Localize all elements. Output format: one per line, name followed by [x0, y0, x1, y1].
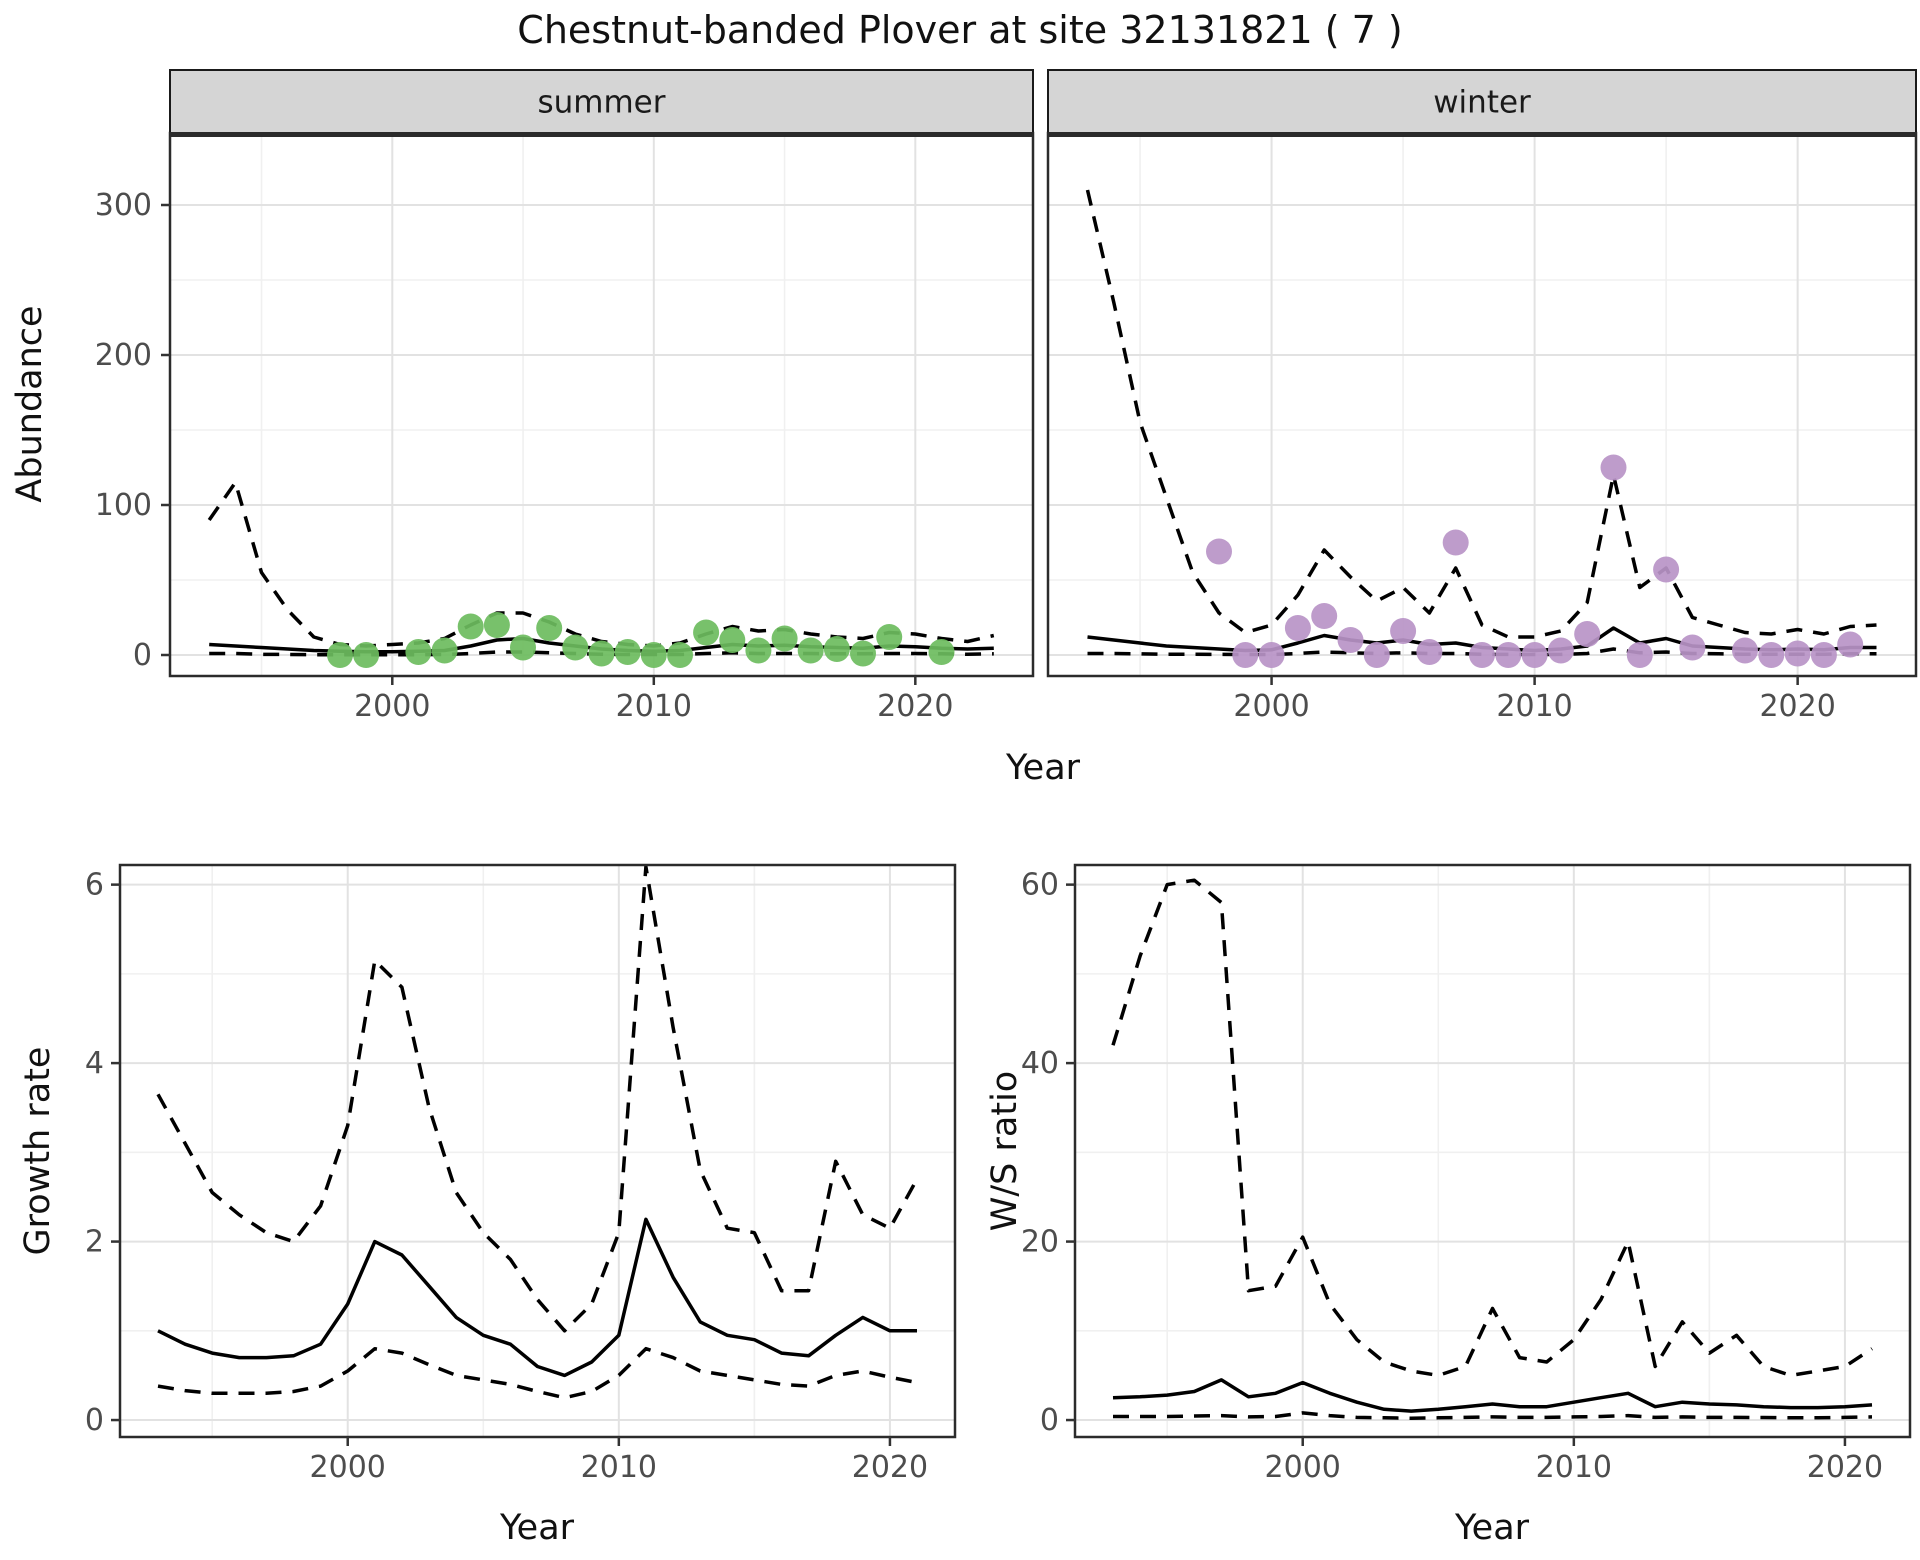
panel-background — [170, 133, 1033, 676]
observed-point — [562, 634, 589, 661]
observed-point — [1810, 642, 1837, 668]
facet-label-winter: winter — [1433, 85, 1531, 121]
observed-point — [1600, 454, 1627, 481]
x-tick-label: 2010 — [1496, 689, 1572, 724]
observed-point — [1626, 642, 1653, 668]
facet-label-summer: summer — [537, 85, 665, 121]
observed-point — [1363, 642, 1390, 668]
series-lower_95ci — [1113, 1411, 1873, 1421]
y-tick-label: 0 — [1040, 1403, 1059, 1438]
observed-point — [483, 612, 510, 638]
y-tick-label: 300 — [95, 188, 152, 223]
y-axis-title-growth-rate: Growth rate — [18, 1046, 58, 1256]
observed-point — [1206, 538, 1232, 565]
series-upper_95ci — [1111, 878, 1873, 1378]
y-axis-title-abundance: Abundance — [10, 305, 50, 503]
observed-point — [1574, 621, 1601, 647]
observed-point — [1337, 627, 1364, 653]
observed-point — [850, 640, 876, 667]
series-upper_95ci — [156, 865, 919, 1333]
x-tick-label: 2000 — [310, 1450, 386, 1485]
y-tick-label: 60 — [1021, 868, 1059, 903]
x-tick-label: 2010 — [1536, 1450, 1612, 1485]
observed-point — [1390, 618, 1417, 644]
observed-point — [1442, 529, 1469, 556]
observed-point — [1837, 631, 1864, 658]
observed-point — [1758, 642, 1785, 668]
observed-point — [536, 615, 563, 641]
x-tick-label: 2010 — [581, 1450, 657, 1485]
x-axis-title-year-top: Year — [1005, 748, 1081, 788]
observed-point — [1495, 642, 1522, 668]
panel-winter: winter 2000 2010 2020 — [1046, 69, 1918, 724]
panel-border — [118, 863, 957, 1439]
observed-point — [667, 642, 693, 668]
observed-point — [1416, 639, 1443, 665]
panel-border — [1073, 863, 1912, 1439]
panel-summer: summer 2000 2010 2020 0 100 200 300 — [95, 69, 1035, 724]
observed-point — [797, 637, 824, 664]
observed-point — [1232, 642, 1259, 668]
observed-point — [1521, 642, 1548, 668]
observed-point — [1311, 603, 1338, 629]
observed-point — [745, 637, 772, 664]
x-tick-label: 2020 — [1759, 689, 1835, 724]
x-tick-label: 2020 — [877, 689, 953, 724]
observed-point — [1653, 556, 1680, 583]
observed-point — [928, 639, 955, 665]
y-tick-label: 0 — [133, 638, 152, 673]
facet-strip — [1047, 69, 1917, 134]
observed-point — [353, 642, 380, 668]
x-tick-label: 2010 — [616, 689, 692, 724]
observed-point — [1258, 642, 1285, 668]
y-tick-label: 40 — [1021, 1046, 1059, 1081]
observed-point — [327, 642, 353, 668]
x-tick-label: 2000 — [1233, 689, 1309, 724]
observed-point — [1284, 615, 1311, 641]
observed-point — [588, 640, 615, 667]
observed-point — [614, 639, 641, 665]
observed-point — [457, 613, 484, 640]
observed-point — [431, 637, 458, 664]
observed-point — [876, 624, 903, 650]
observed-point — [719, 627, 746, 653]
observed-point — [823, 636, 850, 662]
observed-point — [510, 634, 536, 661]
x-axis-title-year-bottom-left: Year — [499, 1508, 575, 1548]
observed-point — [1469, 642, 1495, 668]
observed-point — [640, 642, 667, 668]
panel-background — [1048, 133, 1916, 676]
panel-background — [120, 865, 955, 1437]
series-median — [1112, 1378, 1873, 1413]
chart-title: Chestnut-banded Plover at site 32131821 … — [517, 8, 1403, 52]
series-median — [157, 1217, 917, 1378]
y-axis-title-ws-ratio: W/S ratio — [985, 1070, 1025, 1232]
y-tick-label: 4 — [85, 1046, 104, 1081]
observed-point — [1547, 637, 1574, 664]
x-tick-label: 2000 — [1265, 1450, 1341, 1485]
panel-growth-rate: 2000 2010 2020 0 2 4 6 — [85, 863, 957, 1485]
panel-background — [1075, 865, 1910, 1437]
x-tick-label: 2020 — [1807, 1450, 1883, 1485]
y-tick-label: 6 — [85, 868, 104, 903]
y-tick-label: 20 — [1021, 1225, 1059, 1260]
observed-point — [405, 639, 432, 665]
observed-point — [693, 619, 720, 646]
panel-w-s-ratio: 2000 2010 2020 0 20 40 60 — [1021, 863, 1912, 1485]
y-tick-label: 2 — [85, 1225, 104, 1260]
facet-strip — [169, 69, 1034, 134]
x-axis-title-year-bottom-right: Year — [1454, 1508, 1530, 1548]
observed-point — [1732, 637, 1758, 664]
y-tick-label: 100 — [95, 488, 152, 523]
y-tick-label: 0 — [85, 1403, 104, 1438]
series-upper_95ci — [1085, 189, 1877, 639]
observed-point — [1679, 634, 1706, 661]
y-tick-label: 200 — [95, 338, 152, 373]
observed-point — [771, 625, 798, 652]
x-tick-label: 2000 — [354, 689, 430, 724]
observed-point — [1784, 640, 1811, 667]
x-tick-label: 2020 — [852, 1450, 928, 1485]
